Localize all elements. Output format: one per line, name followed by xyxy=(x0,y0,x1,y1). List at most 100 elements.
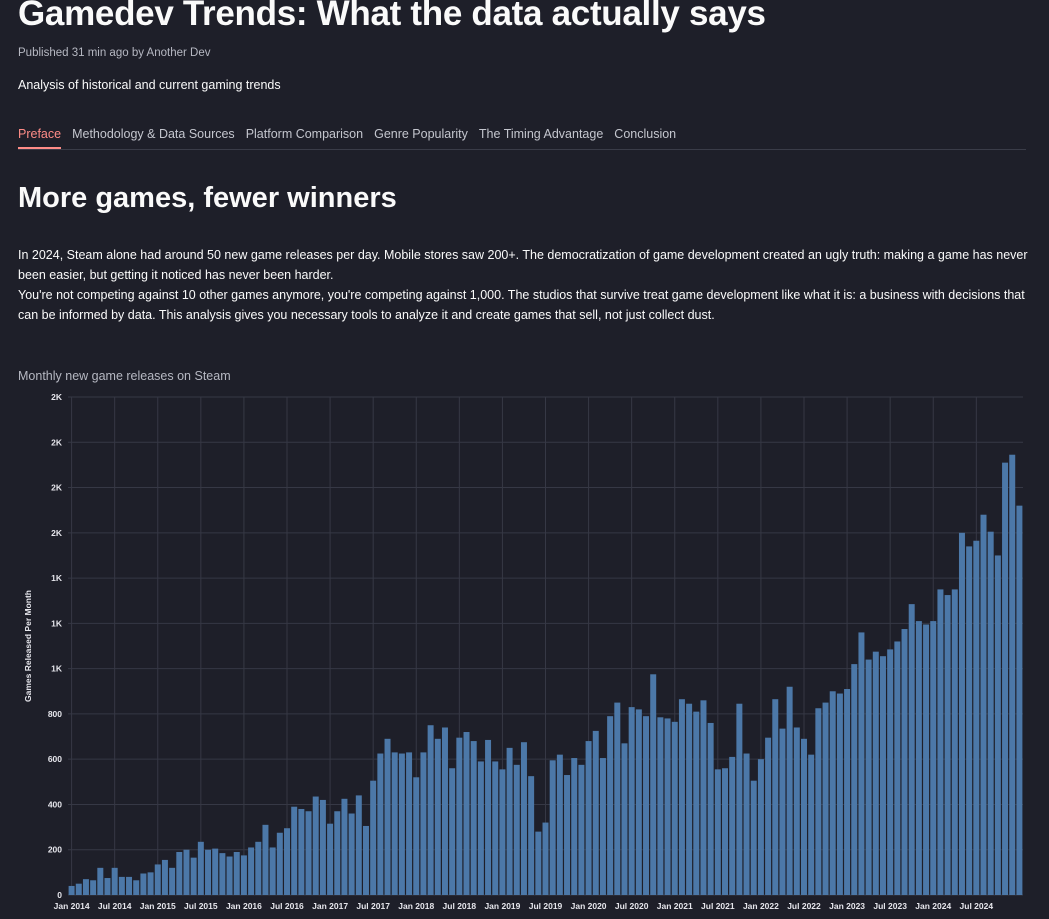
bar xyxy=(499,769,506,895)
bar xyxy=(226,856,233,895)
y-tick-label: 1K xyxy=(51,573,63,583)
tab-genre-popularity[interactable]: Genre Popularity xyxy=(374,127,468,141)
x-tick-label: Jan 2018 xyxy=(398,901,434,911)
tab-platform-comparison[interactable]: Platform Comparison xyxy=(245,127,364,141)
tab-timing-advantage[interactable]: The Timing Advantage xyxy=(478,127,604,141)
bar xyxy=(765,737,772,895)
x-tick-label: Jan 2017 xyxy=(312,901,348,911)
y-axis-label: Games Released Per Month xyxy=(23,590,33,702)
bar xyxy=(844,689,851,895)
bar xyxy=(111,867,118,895)
bar xyxy=(449,768,456,895)
bar xyxy=(923,624,930,895)
y-tick-label: 0 xyxy=(57,890,62,900)
bar xyxy=(879,656,886,895)
by-label: by xyxy=(131,47,144,59)
bar xyxy=(513,764,520,895)
bar xyxy=(700,700,707,895)
bar xyxy=(944,595,951,895)
bar xyxy=(169,867,176,895)
bar xyxy=(413,777,420,895)
bar xyxy=(377,753,384,895)
bar xyxy=(599,758,606,895)
bar xyxy=(97,867,104,895)
bar xyxy=(678,699,685,895)
bar xyxy=(786,686,793,895)
publish-meta: Published 31 min ago by Another Dev xyxy=(18,47,210,59)
bar xyxy=(772,699,779,895)
bar xyxy=(1002,462,1009,895)
bar xyxy=(872,651,879,895)
bar xyxy=(520,742,527,895)
bar xyxy=(312,796,319,895)
bar xyxy=(664,718,671,895)
bar xyxy=(894,641,901,895)
bar xyxy=(793,727,800,895)
bar xyxy=(585,741,592,895)
bar xyxy=(298,808,305,895)
bar xyxy=(248,847,255,895)
bar xyxy=(722,768,729,895)
bar xyxy=(973,540,980,895)
bar xyxy=(262,824,269,895)
x-tick-label: Jul 2017 xyxy=(356,901,390,911)
bar xyxy=(966,546,973,895)
bar xyxy=(176,851,183,895)
bar xyxy=(556,754,563,895)
bar xyxy=(779,728,786,895)
bar xyxy=(190,857,197,895)
bar xyxy=(693,711,700,895)
x-tick-label: Jul 2018 xyxy=(443,901,477,911)
bar xyxy=(240,855,247,895)
bar xyxy=(1016,505,1023,895)
y-tick-label: 2K xyxy=(51,483,63,493)
bar xyxy=(592,730,599,895)
x-tick-label: Jan 2024 xyxy=(915,901,951,911)
bar xyxy=(154,864,161,895)
x-tick-label: Jul 2015 xyxy=(184,901,218,911)
x-tick-label: Jul 2020 xyxy=(615,901,649,911)
bar xyxy=(276,832,283,895)
bar xyxy=(427,725,434,895)
bar xyxy=(341,798,348,895)
bar xyxy=(492,761,499,895)
tab-preface[interactable]: Preface xyxy=(18,127,62,149)
y-tick-label: 200 xyxy=(48,845,62,855)
bar xyxy=(836,693,843,895)
x-tick-label: Jul 2021 xyxy=(701,901,735,911)
bar xyxy=(951,589,958,895)
bar xyxy=(477,761,484,895)
section-body: In 2024, Steam alone had around 50 new g… xyxy=(18,245,1033,325)
bar xyxy=(958,532,965,895)
bar xyxy=(269,847,276,895)
bar xyxy=(348,813,355,895)
bar xyxy=(391,752,398,895)
published-label: Published xyxy=(18,47,69,59)
y-tick-label: 1K xyxy=(51,664,63,674)
bar xyxy=(571,758,578,895)
bar xyxy=(535,831,542,895)
x-tick-label: Jan 2021 xyxy=(657,901,693,911)
bar xyxy=(808,754,815,895)
bar xyxy=(887,649,894,895)
bar xyxy=(858,632,865,895)
tab-methodology[interactable]: Methodology & Data Sources xyxy=(72,127,235,141)
y-tick-label: 800 xyxy=(48,709,62,719)
bar xyxy=(815,708,822,895)
x-tick-label: Jul 2016 xyxy=(270,901,304,911)
bar xyxy=(736,703,743,895)
bar xyxy=(441,727,448,895)
bar xyxy=(578,764,585,895)
bar xyxy=(334,811,341,895)
bar xyxy=(657,717,664,895)
x-tick-label: Jul 2022 xyxy=(787,901,821,911)
bar xyxy=(104,878,111,895)
y-tick-label: 2K xyxy=(51,392,63,402)
x-tick-label: Jan 2019 xyxy=(484,901,520,911)
bar xyxy=(463,732,470,895)
bar xyxy=(197,841,204,895)
tab-conclusion[interactable]: Conclusion xyxy=(614,127,677,141)
bar xyxy=(319,799,326,895)
chart-title: Monthly new game releases on Steam xyxy=(18,369,231,383)
bar xyxy=(757,759,764,895)
